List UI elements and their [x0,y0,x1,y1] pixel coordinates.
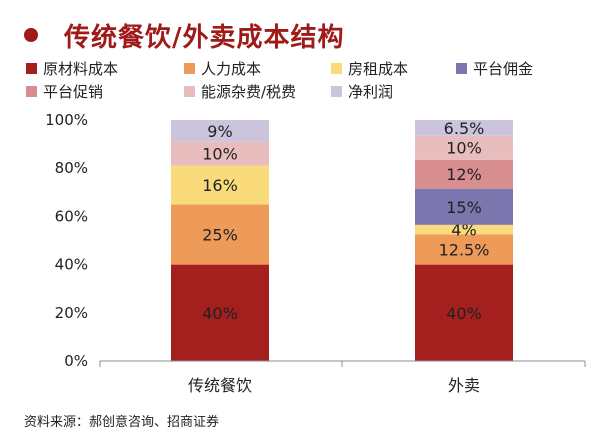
chart-title-row: 传统餐饮/外卖成本结构 [24,18,345,53]
bar-value-label: 40% [446,304,482,323]
bar-value-label: 10% [202,145,238,164]
legend-swatch [26,63,37,74]
legend-swatch [456,63,467,74]
bar-segment [171,204,269,265]
chart-title: 传统餐饮/外卖成本结构 [64,22,345,53]
bar-value-label: 15% [446,198,482,217]
legend-item: 平台佣金 [456,58,533,79]
bar-value-label: 10% [446,139,482,158]
bar-segment [415,135,513,160]
y-tick-label: 100% [45,111,88,129]
legend-item: 房租成本 [331,58,408,79]
bar-value-label: 12% [446,165,482,184]
bar-segment [415,188,513,225]
y-tick-label: 20% [55,304,88,322]
legend-label: 平台促销 [43,83,104,101]
legend-label: 人力成本 [201,60,262,78]
bar-value-label: 6.5% [444,119,485,138]
x-category-label: 外卖 [448,376,480,395]
bar-value-label: 12.5% [439,241,490,260]
legend-item: 原材料成本 [26,58,118,79]
bar-value-label: 25% [202,225,238,244]
legend-swatch [184,63,195,74]
legend-swatch [26,86,37,97]
bar-segment [171,120,269,142]
bar-segment [171,264,269,361]
legend-label: 房租成本 [348,60,409,78]
legend-swatch [331,86,342,97]
bar-segment [171,141,269,166]
y-tick-label: 60% [55,207,88,225]
legend-swatch [184,86,195,97]
source-note: 资料来源：郝创意咨询、招商证券 [24,415,220,430]
legend-item: 能源杂费/税费 [184,81,296,102]
legend-label: 原材料成本 [43,60,119,78]
bullet-dot-icon [24,28,38,42]
legend-item: 平台促销 [26,81,103,102]
legend-label: 平台佣金 [473,60,534,78]
bar-segment [415,120,513,136]
bar-segment [171,165,269,205]
bar-segment [415,234,513,265]
y-tick-label: 40% [55,256,88,274]
legend-label: 能源杂费/税费 [201,83,297,101]
bar-segment [415,224,513,235]
x-category-label: 传统餐饮 [188,376,252,395]
y-tick-label: 0% [64,352,88,370]
bar-value-label: 9% [207,122,232,141]
bar-value-label: 4% [451,221,476,240]
legend-swatch [331,63,342,74]
legend-label: 净利润 [348,83,394,101]
bar-segment [415,264,513,361]
bar-value-label: 16% [202,176,238,195]
legend-item: 净利润 [331,81,393,102]
bar-segment [415,159,513,189]
y-tick-label: 80% [55,159,88,177]
legend-item: 人力成本 [184,58,261,79]
bar-value-label: 40% [202,304,238,323]
